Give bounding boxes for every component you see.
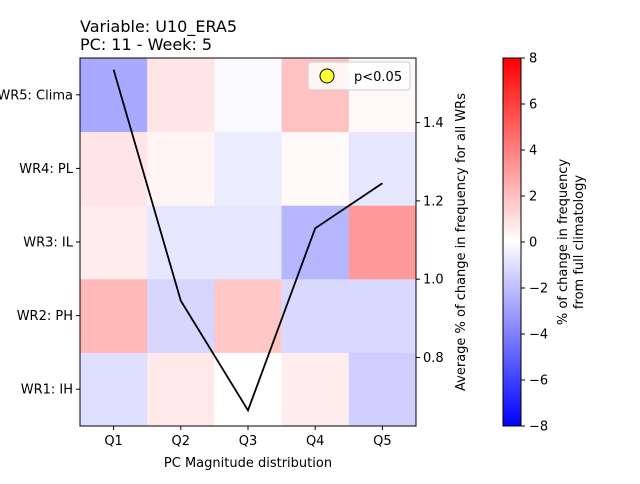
colorbar-tick-label: −2 xyxy=(529,282,548,297)
legend-marker xyxy=(319,68,335,84)
chart-title-line-2: PC: 11 - Week: 5 xyxy=(80,35,212,54)
heatmap-cell xyxy=(214,205,283,280)
right-tick-label: 1.0 xyxy=(423,273,444,288)
x-tick-label: Q3 xyxy=(239,434,258,449)
colorbar-tick-label: −4 xyxy=(529,328,548,343)
colorbar-tick-label: 2 xyxy=(529,190,537,205)
right-tick-label: 0.8 xyxy=(423,351,444,366)
heatmap-cell xyxy=(281,352,350,427)
colorbar-tick-label: 6 xyxy=(529,98,537,113)
colorbar-label-line-1: % of change in frequency xyxy=(556,159,571,326)
chart-title-line-1: Variable: U10_ERA5 xyxy=(80,17,237,37)
x-tick-label: Q1 xyxy=(104,434,123,449)
heatmap-cell xyxy=(348,131,417,206)
heatmap-cell xyxy=(348,278,417,353)
y-tick-label: WR1: IH xyxy=(21,383,73,398)
x-tick-label: Q5 xyxy=(373,434,392,449)
heatmap-cell xyxy=(214,352,283,427)
y-tick-label: WR5: Clima xyxy=(0,88,73,103)
right-tick-label: 1.2 xyxy=(423,194,444,209)
heatmap-cell xyxy=(147,352,215,427)
heatmap-cell xyxy=(348,352,417,427)
colorbar-tick-label: 8 xyxy=(529,52,537,67)
heatmap-cell xyxy=(281,205,350,280)
colorbar-label-line-2: from full climatology xyxy=(572,175,587,309)
heatmap-cell xyxy=(80,278,148,353)
right-axis: 1.4 1.2 1.0 0.8 xyxy=(416,116,444,366)
heatmap-cell xyxy=(80,131,148,206)
colorbar-tick-label: −8 xyxy=(529,420,548,435)
heatmap-cell xyxy=(147,131,215,206)
x-tick-label: Q4 xyxy=(306,434,325,449)
heatmap-cell xyxy=(147,58,215,133)
y-tick-label: WR2: PH xyxy=(17,309,73,324)
heatmap-cell xyxy=(348,205,417,280)
colorbar-tick-label: 0 xyxy=(529,236,537,251)
right-axis-label: Average % of change in frequency for all… xyxy=(454,93,469,391)
heatmap-cell xyxy=(214,58,283,133)
colorbar xyxy=(502,57,522,427)
legend: p<0.05 xyxy=(307,61,411,91)
heatmap-cell xyxy=(147,205,215,280)
right-tick-label: 1.4 xyxy=(423,116,444,131)
heatmap-cell xyxy=(80,352,148,427)
legend-box xyxy=(307,61,411,91)
y-axis: WR1: IH WR2: PH WR3: IL WR4: PL WR5: Clima xyxy=(0,88,80,398)
heatmap-cell xyxy=(80,205,148,280)
x-axis: Q1 Q2 Q3 Q4 Q5 xyxy=(104,426,392,449)
heatmap-cell xyxy=(147,278,215,353)
legend-label: p<0.05 xyxy=(354,70,402,85)
heatmap-cell xyxy=(281,131,350,206)
average-line xyxy=(112,69,383,413)
x-tick-label: Q2 xyxy=(172,434,191,449)
colorbar-ticks: 8 6 4 2 0 −2 −4 −6 −8 xyxy=(521,52,548,435)
x-axis-label: PC Magnitude distribution xyxy=(164,456,332,471)
colorbar-tick-label: 4 xyxy=(529,144,537,159)
y-tick-label: WR4: PL xyxy=(19,162,74,177)
heatmap-cell xyxy=(214,278,283,353)
y-tick-label: WR3: IL xyxy=(23,236,74,251)
heatmap-cells xyxy=(80,58,417,427)
colorbar-tick-label: −6 xyxy=(529,374,548,389)
heatmap-cell xyxy=(214,131,283,206)
heatmap-cell xyxy=(80,58,148,133)
